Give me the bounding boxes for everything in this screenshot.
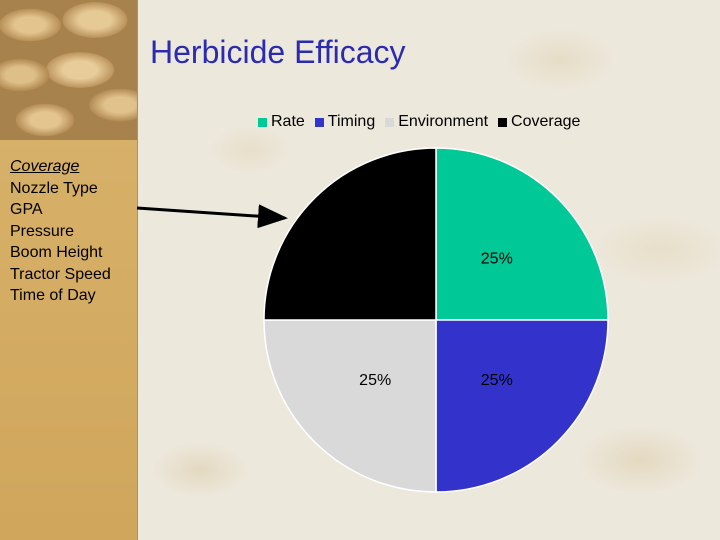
sidebar-panel: Coverage Nozzle Type GPA Pressure Boom H… bbox=[0, 0, 138, 540]
pie-label-coverage: 25% bbox=[359, 250, 391, 267]
legend-label-timing: Timing bbox=[327, 113, 376, 130]
legend-item-rate: Rate bbox=[258, 113, 305, 131]
pie-slice-coverage bbox=[263, 147, 437, 321]
pie-label-rate: 25% bbox=[481, 250, 513, 267]
chart-legend: Rate Timing Environment Coverage bbox=[258, 113, 590, 131]
peanut-photo bbox=[0, 0, 137, 140]
legend-swatch-environment bbox=[385, 117, 395, 127]
coverage-list-item-nozzle-type: Nozzle Type bbox=[10, 179, 98, 197]
legend-swatch-coverage bbox=[498, 117, 508, 127]
legend-item-environment: Environment bbox=[385, 113, 488, 131]
coverage-factor-list: Coverage Nozzle Type GPA Pressure Boom H… bbox=[10, 156, 111, 307]
pie-slice-environment bbox=[263, 319, 437, 493]
pointer-arrow bbox=[136, 204, 288, 229]
coverage-list-item-tractor-speed: Tractor Speed bbox=[10, 265, 111, 283]
legend-swatch-timing bbox=[314, 117, 324, 127]
pie-label-timing: 25% bbox=[481, 372, 513, 389]
legend-swatch-rate bbox=[258, 117, 267, 127]
legend-label-coverage: Coverage bbox=[511, 113, 581, 130]
coverage-list-item-gpa: GPA bbox=[10, 201, 43, 218]
pie-slice-timing bbox=[435, 319, 609, 493]
legend-item-coverage: Coverage bbox=[498, 113, 580, 131]
coverage-list-item-pressure: Pressure bbox=[10, 222, 75, 240]
legend-label-rate: Rate bbox=[271, 113, 305, 130]
coverage-list-item-time-of-day: Time of Day bbox=[10, 287, 96, 304]
legend-label-environment: Environment bbox=[398, 113, 489, 130]
coverage-list-item-boom-height: Boom Height bbox=[10, 244, 103, 261]
coverage-list-heading: Coverage bbox=[10, 158, 80, 175]
legend-item-timing: Timing bbox=[314, 113, 376, 131]
pie-slice-rate bbox=[435, 147, 609, 321]
slide-title: Herbicide Efficacy bbox=[150, 34, 406, 70]
pie-label-environment: 25% bbox=[359, 372, 391, 389]
